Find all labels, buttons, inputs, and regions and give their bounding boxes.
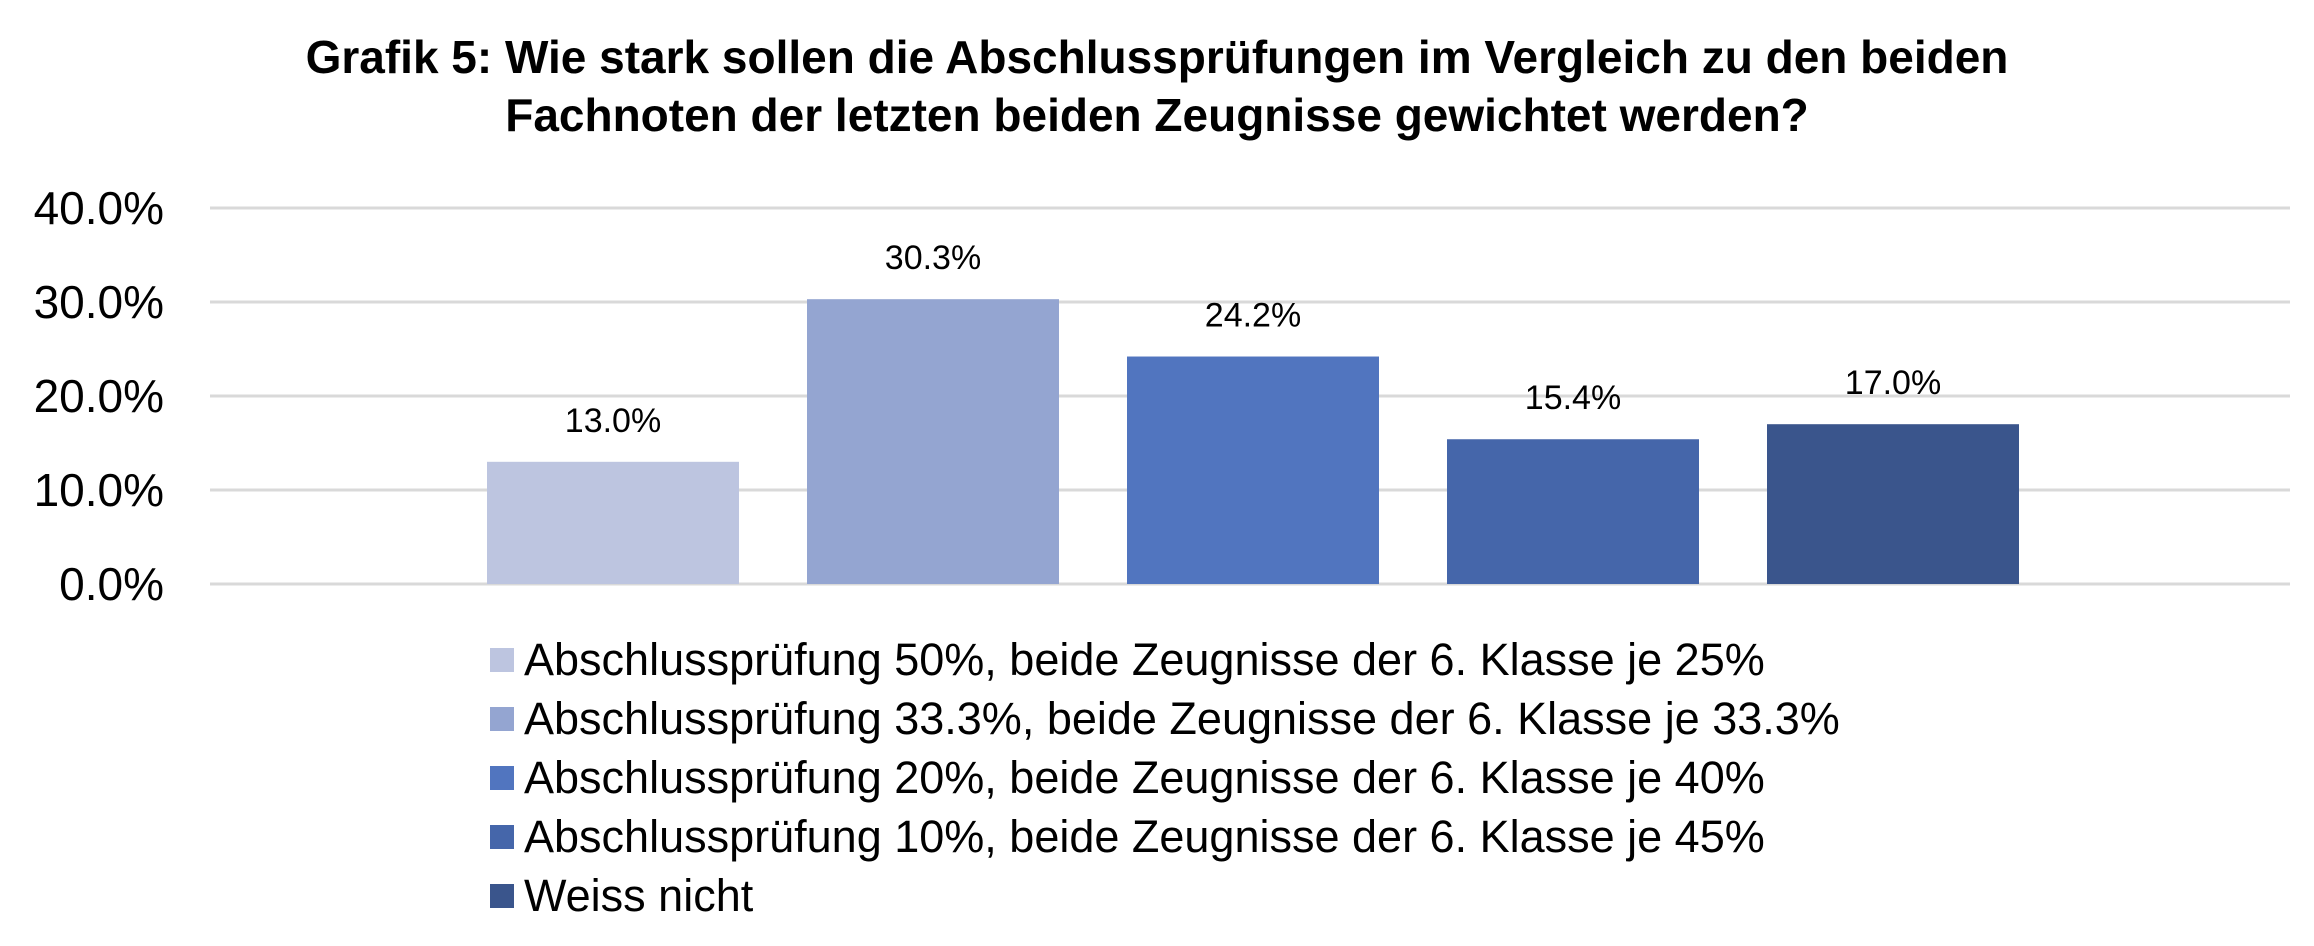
legend-label: Weiss nicht bbox=[524, 869, 754, 921]
y-axis-tick-label: 30.0% bbox=[34, 276, 164, 328]
bar bbox=[1127, 356, 1379, 584]
bars bbox=[487, 299, 2019, 584]
data-label: 15.4% bbox=[1525, 379, 1621, 417]
legend-item: Abschlussprüfung 10%, beide Zeugnisse de… bbox=[490, 807, 1840, 866]
data-label: 17.0% bbox=[1845, 364, 1941, 402]
legend-item: Abschlussprüfung 50%, beide Zeugnisse de… bbox=[490, 630, 1840, 689]
data-label: 13.0% bbox=[565, 402, 661, 440]
legend-item: Weiss nicht bbox=[490, 866, 1840, 925]
legend-swatch bbox=[490, 883, 514, 908]
chart-title: Grafik 5: Wie stark sollen die Abschluss… bbox=[0, 28, 2314, 144]
data-label: 30.3% bbox=[885, 239, 981, 277]
y-axis-tick-label: 10.0% bbox=[34, 464, 164, 516]
data-label: 24.2% bbox=[1205, 297, 1301, 335]
bar bbox=[1447, 439, 1699, 584]
legend-label: Abschlussprüfung 10%, beide Zeugnisse de… bbox=[524, 810, 1765, 862]
legend-swatch bbox=[490, 824, 514, 849]
legend-label: Abschlussprüfung 20%, beide Zeugnisse de… bbox=[524, 751, 1765, 803]
legend: Abschlussprüfung 50%, beide Zeugnisse de… bbox=[490, 630, 1840, 925]
legend-swatch bbox=[490, 706, 514, 731]
chart-title-line-2: Fachnoten der letzten beiden Zeugnisse g… bbox=[505, 89, 1809, 141]
legend-item: Abschlussprüfung 33.3%, beide Zeugnisse … bbox=[490, 689, 1840, 748]
legend-item: Abschlussprüfung 20%, beide Zeugnisse de… bbox=[490, 748, 1840, 807]
legend-label: Abschlussprüfung 50%, beide Zeugnisse de… bbox=[524, 633, 1765, 685]
bar bbox=[807, 299, 1059, 584]
y-axis-tick-label: 20.0% bbox=[34, 370, 164, 422]
chart-title-line-1: Grafik 5: Wie stark sollen die Abschluss… bbox=[305, 31, 2009, 83]
y-axis-tick-label: 0.0% bbox=[59, 558, 164, 610]
legend-swatch bbox=[490, 765, 514, 790]
y-axis-tick-labels: 0.0% 10.0% 20.0% 30.0% 40.0% bbox=[34, 182, 164, 610]
legend-swatch bbox=[490, 647, 514, 672]
y-axis-tick-label: 40.0% bbox=[34, 182, 164, 234]
data-labels: 13.0% 30.3% 24.2% 15.4% 17.0% bbox=[565, 239, 1941, 440]
bar bbox=[487, 461, 739, 584]
bar bbox=[1767, 424, 2019, 584]
legend-label: Abschlussprüfung 33.3%, beide Zeugnisse … bbox=[524, 692, 1840, 744]
